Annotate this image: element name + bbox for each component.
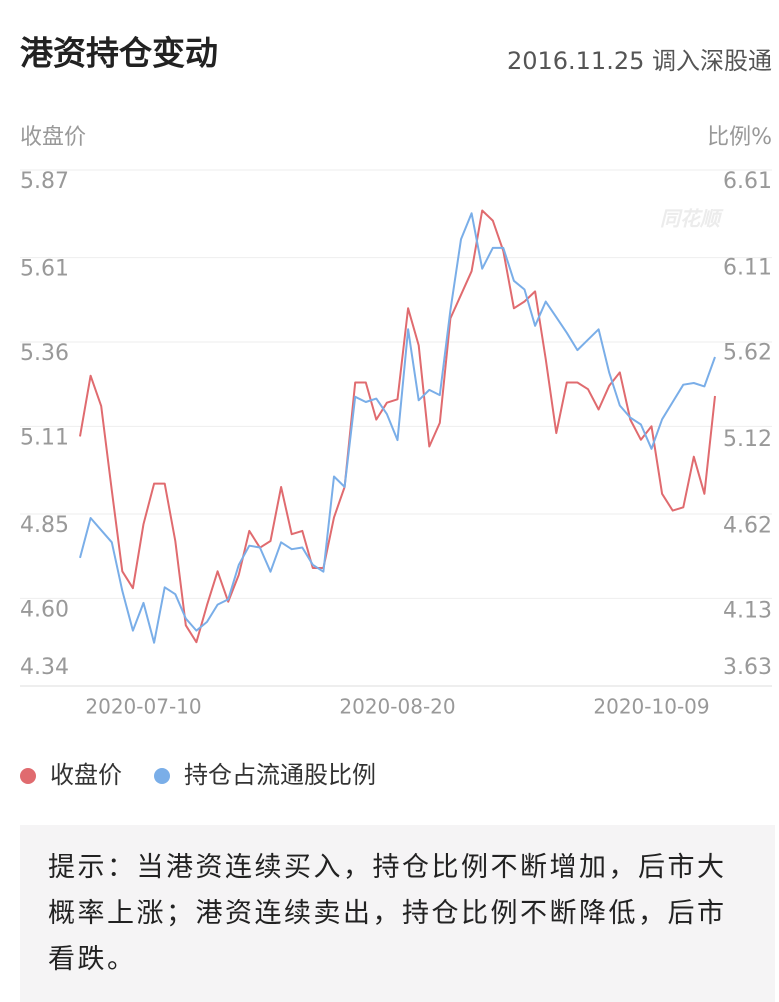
y2-tick-label: 5.12 — [723, 427, 772, 452]
x-tick-label: 2020-07-10 — [85, 695, 201, 719]
y2-tick-label: 6.11 — [723, 256, 772, 281]
y2-tick-label: 4.13 — [723, 598, 772, 623]
title: 港资持仓变动 — [20, 34, 218, 73]
y-axis-label: 收盘价 — [20, 125, 86, 150]
y-tick-label: 4.34 — [20, 655, 69, 680]
y-tick-label: 5.87 — [20, 169, 69, 194]
x-tick-label: 2020-08-20 — [339, 695, 455, 719]
series-line — [79, 212, 716, 644]
legend-dot — [154, 768, 170, 784]
chart: 港资持仓变动 2016.11.25 调入深股通 收盘价 比例% 同花顺 4.34… — [20, 34, 772, 789]
x-tick-label: 2020-10-09 — [593, 695, 709, 719]
y-tick-label: 4.85 — [20, 513, 69, 538]
y2-tick-label: 4.62 — [723, 514, 772, 539]
y-tick-label: 5.61 — [20, 257, 69, 282]
series-line — [79, 209, 716, 644]
subtitle: 2016.11.25 调入深股通 — [507, 47, 772, 75]
legend-label: 持仓占流通股比例 — [184, 761, 376, 789]
y2-tick-label: 3.63 — [723, 655, 772, 680]
y2-axis-label: 比例% — [707, 125, 772, 150]
note-text: 提示：当港资连续买入，持仓比例不断增加，后市大概率上涨；港资连续卖出，持仓比例不… — [48, 852, 727, 975]
legend-dot — [20, 768, 36, 784]
y2-tick-label: 5.62 — [723, 340, 772, 365]
watermark: 同花顺 — [660, 207, 724, 231]
y-tick-label: 5.36 — [20, 341, 69, 366]
y-tick-label: 4.60 — [20, 597, 69, 622]
legend-label: 收盘价 — [50, 761, 122, 789]
note-box: 提示：当港资连续买入，持仓比例不断增加，后市大概率上涨；港资连续卖出，持仓比例不… — [20, 825, 775, 1002]
y-tick-label: 5.11 — [20, 425, 69, 450]
y2-tick-label: 6.61 — [723, 169, 772, 194]
